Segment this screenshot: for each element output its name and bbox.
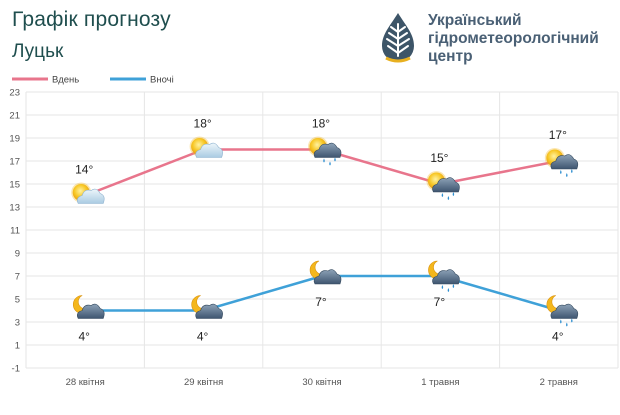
sun-cloud-icon [71,182,105,204]
y-tick-label: 7 [15,272,20,283]
sun-cloud-rain-icon [544,148,579,177]
data-label: 15° [430,151,448,165]
moon-cloud-rain-icon [546,295,579,327]
moon-cloud-rain-icon [428,260,460,292]
data-label: 18° [194,117,212,131]
org-name-line-3: центр [428,48,473,65]
grid [25,91,619,369]
data-labels: 14° 18° 18° 15° 17° 4° 4° 7° 7° 4° [75,117,567,344]
sun-cloud-rain-icon [308,136,342,166]
y-tick-label: 13 [9,203,20,214]
data-label: 7° [434,295,446,309]
y-tick-label: 5 [15,295,20,306]
y-tick-label: -1 [12,364,20,375]
organization-brand: Український гідрометеорологічний центр [380,10,620,70]
moon-cloud-icon [191,295,223,319]
data-label: 7° [315,295,327,309]
data-label: 18° [312,117,330,131]
sun-cloud-rain-icon [426,171,460,200]
x-tick-label: 2 травня [540,377,578,388]
y-tick-label: 1 [15,341,20,352]
x-tick-label: 1 травня [421,377,459,388]
city-name: Луцьк [12,41,64,62]
legend-item[interactable]: Вночі [110,75,174,86]
data-label: 17° [549,128,567,142]
y-tick-label: 9 [15,249,20,260]
x-tick-label: 30 квітня [302,377,341,388]
legend-item[interactable]: Вдень [12,75,79,86]
y-tick-label: 23 [9,88,20,99]
y-tick-label: 15 [9,180,20,191]
page-title: Графік прогнозу [12,8,171,31]
y-tick-label: 3 [15,318,20,329]
data-label: 4° [197,330,209,344]
sun-cloud-icon [189,136,223,158]
legend-label: Вночі [150,75,174,86]
org-name: Український гідрометеорологічний центр [428,12,599,66]
data-label: 4° [552,330,564,344]
y-tick-label: 19 [9,134,20,145]
moon-cloud-icon [72,295,105,319]
org-name-line-2: гідрометеорологічний [428,30,599,47]
x-tick-label: 28 квітня [66,377,105,388]
y-tick-label: 11 [10,226,20,237]
y-tick-label: 21 [9,111,20,122]
org-logo-icon [382,13,414,63]
weather-icons [71,136,579,327]
legend-label: Вдень [52,75,79,86]
data-label: 4° [78,330,90,344]
y-tick-label: 17 [9,157,20,168]
data-label: 14° [75,163,93,177]
legend: Вдень Вночі [12,75,174,86]
org-name-line-1: Український [428,12,522,29]
x-tick-label: 29 квітня [184,377,223,388]
moon-cloud-icon [309,260,342,285]
